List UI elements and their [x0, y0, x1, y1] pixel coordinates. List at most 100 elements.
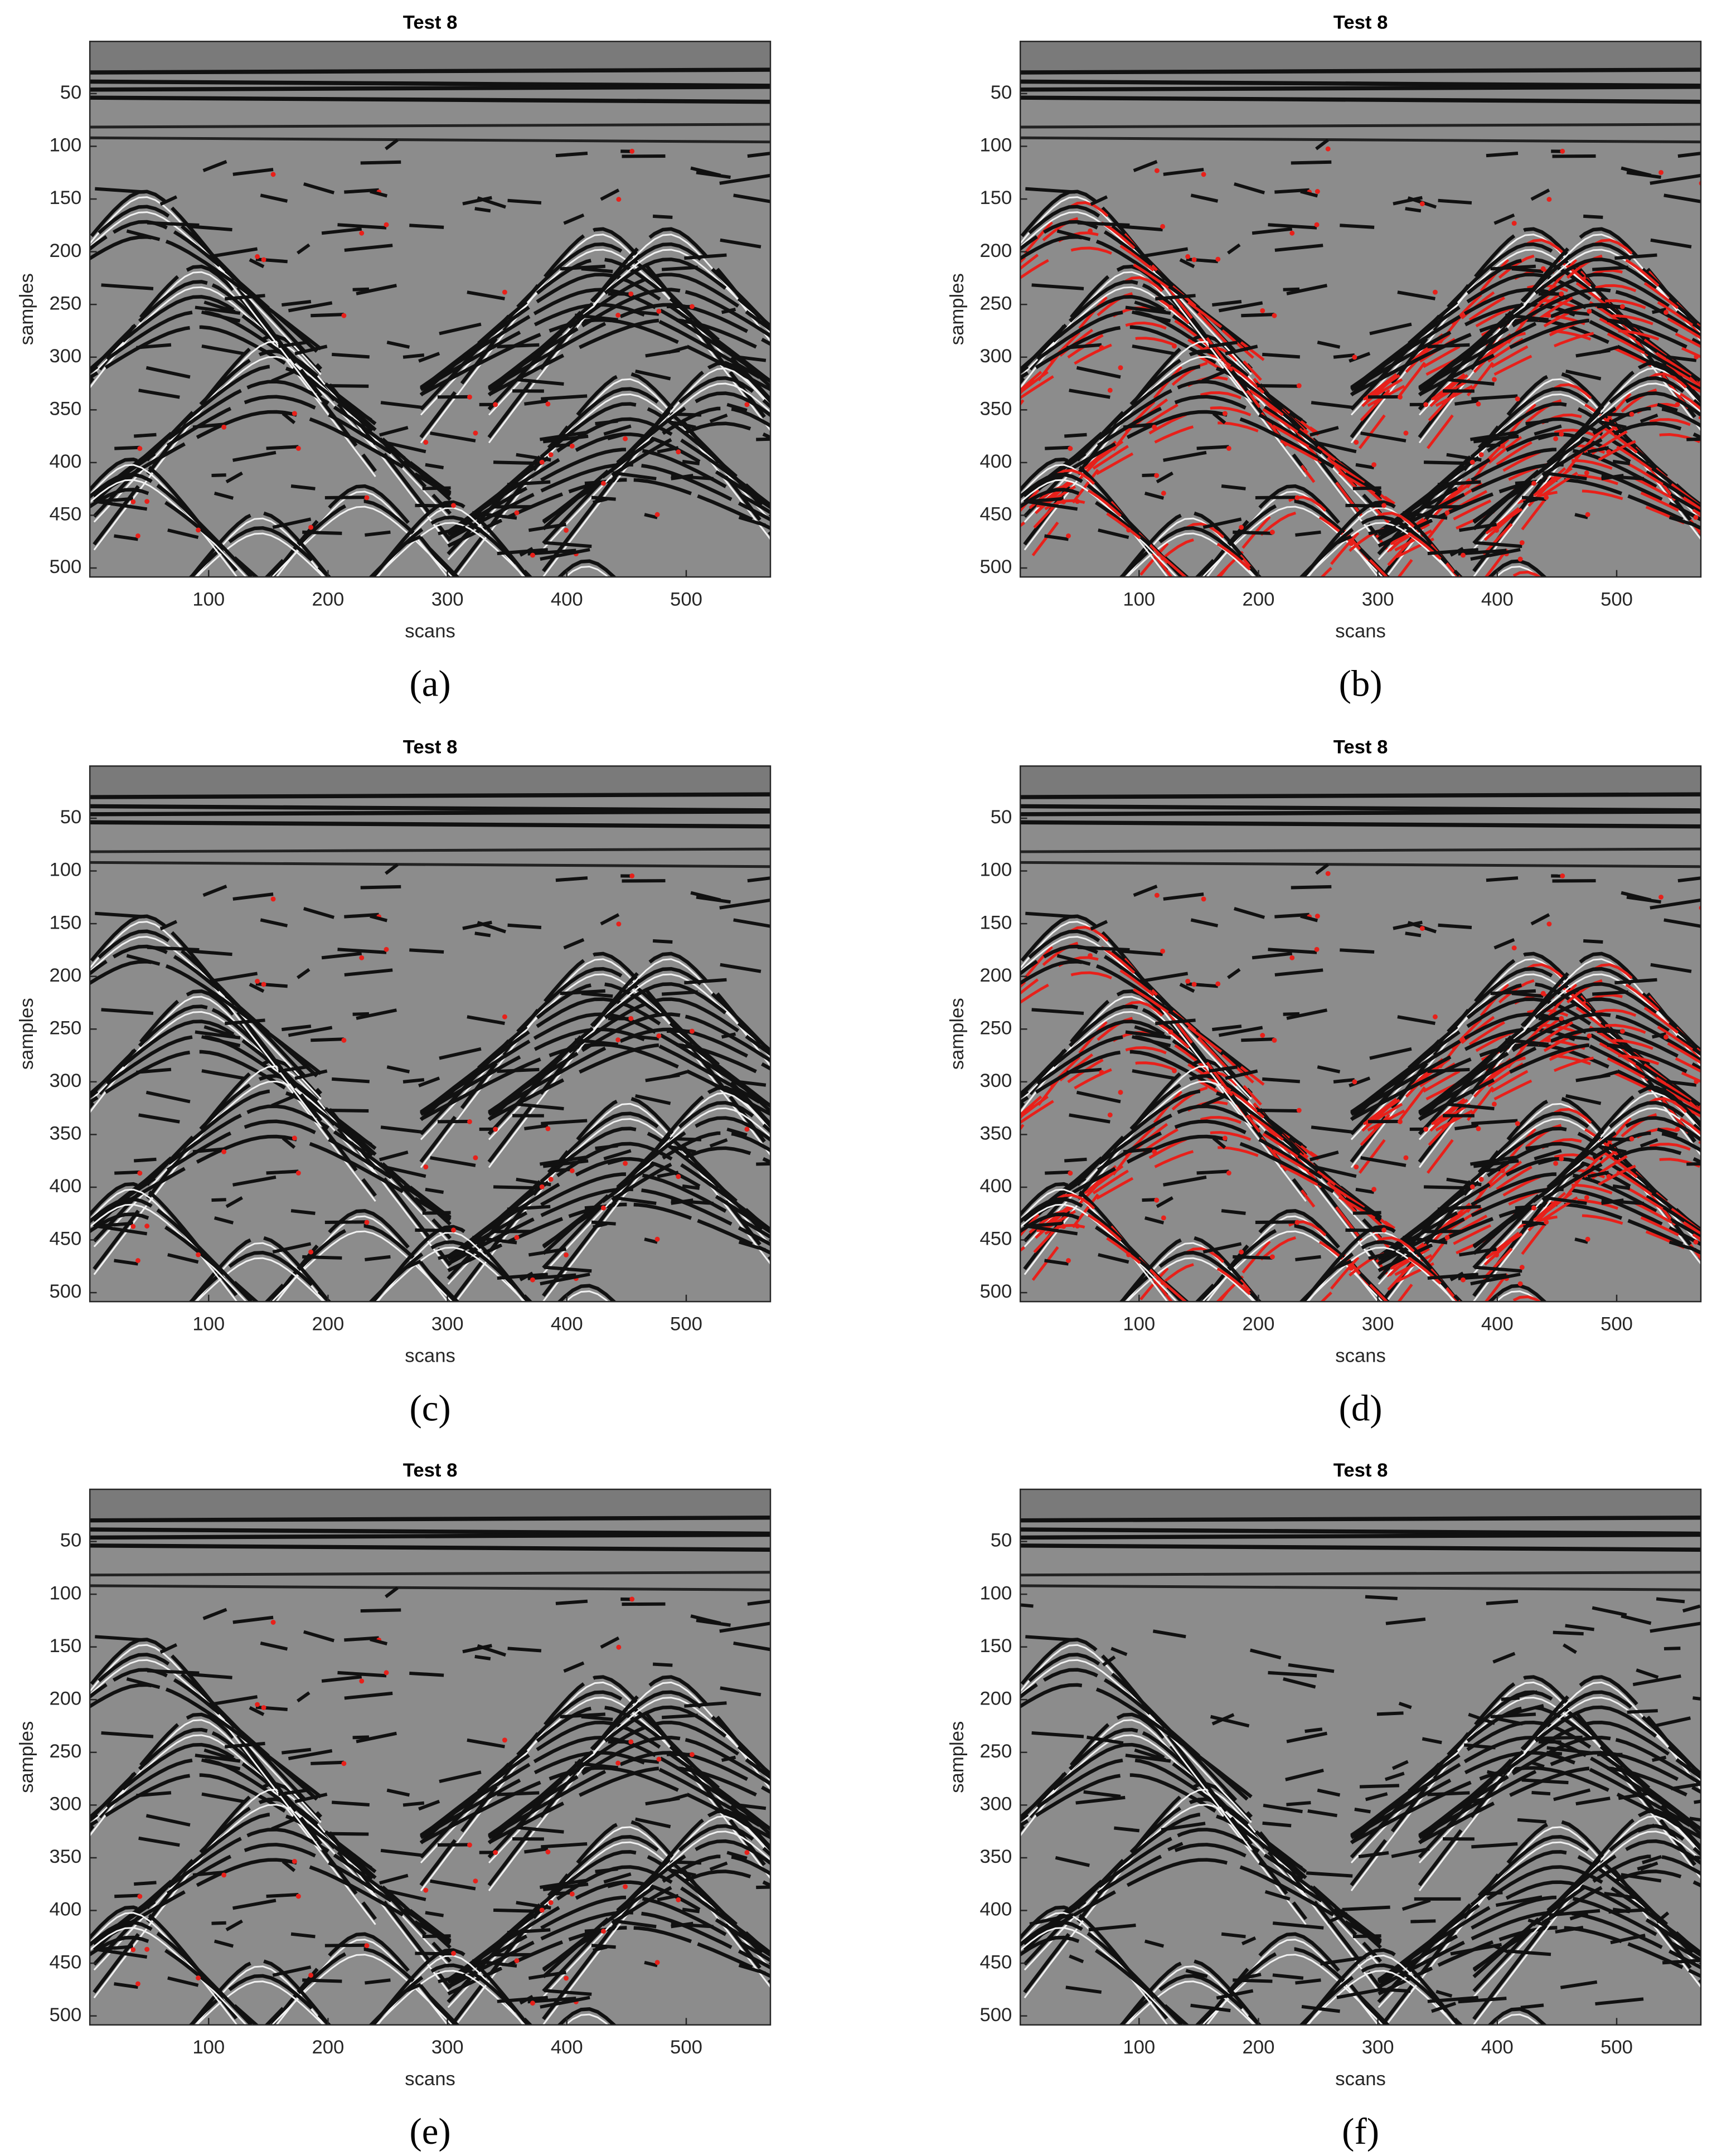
- texture-dot: [384, 946, 389, 952]
- texture-dot: [744, 1126, 750, 1132]
- texture-curve: [1472, 1854, 1701, 1972]
- texture-segment: [1454, 1124, 1479, 1130]
- texture-segment: [600, 188, 620, 201]
- texture-dot: [1544, 495, 1549, 500]
- texture-dot: [1544, 1220, 1549, 1225]
- texture-curve: [1119, 526, 1262, 577]
- texture-curve: [90, 220, 322, 357]
- texture-line: [1020, 85, 1701, 92]
- y-tick-label: 500: [979, 1281, 1012, 1302]
- texture-segment: [1155, 1018, 1196, 1026]
- texture-red: [1426, 963, 1701, 1174]
- texture-dot: [1491, 377, 1497, 382]
- texture-dot: [1152, 424, 1157, 430]
- texture-highlight: [1494, 1290, 1540, 1302]
- texture-segment: [1427, 548, 1478, 555]
- texture-segment: [337, 223, 387, 230]
- texture-segment: [147, 945, 200, 951]
- texture-segment: [1087, 1735, 1124, 1745]
- texture-dot: [144, 1946, 150, 1952]
- texture-segment: [756, 437, 770, 441]
- texture-curve: [1299, 1240, 1463, 1302]
- texture-curve: [90, 1683, 322, 1799]
- texture-highlight: [195, 517, 326, 577]
- texture-curve: [1487, 1284, 1547, 1302]
- texture-segment: [1163, 892, 1204, 901]
- texture-line: [90, 1516, 770, 1523]
- texture-curve: [447, 1895, 770, 1984]
- texture-dot: [1461, 552, 1466, 558]
- texture-segment: [720, 963, 762, 973]
- texture-line: [90, 861, 770, 868]
- texture-dot: [295, 1171, 301, 1176]
- y-axis-label: samples: [947, 998, 968, 1070]
- texture-curve: [1378, 1172, 1701, 1261]
- texture-segment: [675, 412, 702, 417]
- texture-segment: [324, 1943, 367, 1948]
- texture-dot: [1075, 499, 1080, 504]
- texture-curve: [1350, 997, 1701, 1115]
- texture-segment: [507, 1647, 542, 1653]
- texture-segment: [1045, 445, 1071, 450]
- texture-segment: [1520, 2003, 1544, 2009]
- y-tick-label: 150: [49, 912, 81, 933]
- texture-segment: [719, 898, 770, 910]
- texture-segment: [337, 1671, 387, 1678]
- texture-segment: [282, 1137, 296, 1149]
- texture-segment: [1405, 207, 1422, 213]
- texture-segment: [138, 1836, 180, 1847]
- texture-dot: [1325, 871, 1331, 876]
- texture-segment: [415, 1951, 454, 1956]
- texture-segment: [1486, 152, 1519, 158]
- texture-curve: [1418, 303, 1701, 391]
- texture-segment: [386, 341, 410, 349]
- texture-segment: [211, 1921, 226, 1925]
- texture-dot: [676, 1174, 681, 1179]
- y-tick-label: 450: [979, 504, 1012, 525]
- texture-curve: [1350, 288, 1701, 389]
- texture-segment: [1592, 990, 1628, 996]
- texture-segment: [439, 322, 482, 336]
- texture-highlight: [195, 1965, 326, 2025]
- texture-curve: [1418, 1751, 1701, 1839]
- texture-dot: [130, 1947, 136, 1953]
- texture-segment: [462, 920, 492, 930]
- texture-segment: [1640, 413, 1658, 423]
- texture-segment: [1446, 1177, 1482, 1187]
- texture-curve: [1119, 1251, 1262, 1302]
- texture-segment: [709, 1138, 728, 1148]
- texture-dot: [1403, 1155, 1409, 1160]
- texture-segment: [1427, 1995, 1478, 2003]
- texture-segment: [1614, 253, 1657, 260]
- texture-dot: [1201, 172, 1206, 177]
- texture-dot: [615, 1760, 621, 1766]
- texture-dot: [1272, 313, 1277, 318]
- texture-segment: [581, 992, 613, 998]
- texture-line: [90, 1584, 770, 1591]
- texture-segment: [652, 1662, 673, 1667]
- image-top-band: [90, 41, 770, 71]
- texture-segment: [1314, 1165, 1357, 1178]
- y-axis-label: samples: [16, 1721, 37, 1793]
- texture-segment: [1592, 265, 1628, 271]
- y-tick-label: 500: [49, 1281, 81, 1302]
- texture-curve: [447, 1880, 770, 1982]
- texture-segment: [467, 1015, 505, 1025]
- texture-segment: [1530, 913, 1550, 926]
- texture-segment: [1161, 1822, 1206, 1832]
- texture-highlight: [1307, 1954, 1455, 2025]
- texture-segment: [684, 1701, 727, 1708]
- texture-highlight: [1024, 1080, 1381, 1247]
- texture-line: [90, 1543, 770, 1552]
- texture-segment: [294, 1793, 328, 1804]
- texture-segment: [303, 1630, 335, 1643]
- y-axis-label: samples: [947, 1721, 968, 1793]
- texture-curve: [90, 1182, 244, 1302]
- texture-segment: [1255, 496, 1298, 499]
- texture-highlight: [1418, 249, 1701, 416]
- texture-curve: [542, 1869, 770, 1971]
- texture-segment: [290, 1932, 316, 1939]
- texture-dot: [1269, 530, 1275, 535]
- texture-segment: [1493, 213, 1515, 225]
- texture-dot: [1152, 1149, 1157, 1154]
